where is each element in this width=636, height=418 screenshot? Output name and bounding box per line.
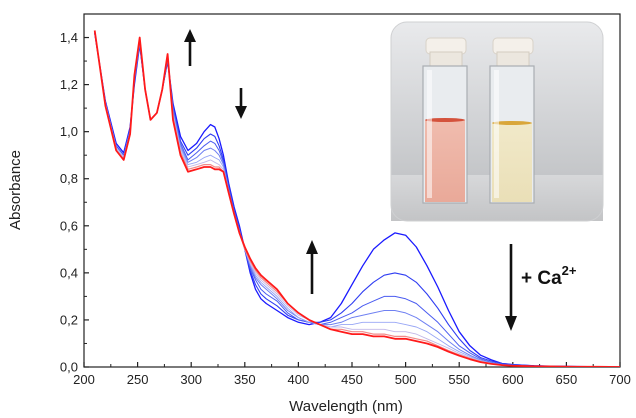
x-tick-label: 250 bbox=[127, 372, 149, 387]
arrow-up-icon bbox=[184, 29, 196, 66]
arrow-down-icon bbox=[505, 244, 517, 331]
x-tick-label: 350 bbox=[234, 372, 256, 387]
x-tick-label: 500 bbox=[395, 372, 417, 387]
y-tick-label: 1,2 bbox=[60, 77, 78, 92]
cuvette-yellow bbox=[489, 37, 535, 204]
spectra-series bbox=[93, 30, 620, 367]
y-tick-label: 0,2 bbox=[60, 312, 78, 327]
y-axis-title: Absorbance bbox=[7, 150, 24, 230]
x-axis-title: Wavelength (nm) bbox=[289, 398, 403, 415]
y-tick-label: 1,4 bbox=[60, 30, 78, 45]
x-tick-label: 450 bbox=[341, 372, 363, 387]
y-tick-label: 0,8 bbox=[60, 171, 78, 186]
x-tick-label: 700 bbox=[609, 372, 631, 387]
y-tick-label: 0,6 bbox=[60, 218, 78, 233]
x-tick-label: 650 bbox=[556, 372, 578, 387]
cuvette-pink bbox=[422, 37, 468, 204]
arrow-up-icon bbox=[306, 240, 318, 294]
x-axis-ticks: 200 250 300 350 400 450 500 550 600 650 700 bbox=[73, 362, 631, 387]
spectrum-line bbox=[93, 30, 620, 367]
x-tick-label: 600 bbox=[502, 372, 524, 387]
x-tick-label: 300 bbox=[180, 372, 202, 387]
cuvette-photo-inset bbox=[390, 21, 604, 222]
y-tick-label: 0,0 bbox=[60, 360, 78, 375]
calcium-annotation: + Ca2+ bbox=[521, 263, 577, 289]
x-tick-label: 200 bbox=[73, 372, 95, 387]
arrow-down-icon bbox=[235, 88, 247, 119]
y-tick-label: 0,4 bbox=[60, 265, 78, 280]
x-tick-label: 400 bbox=[288, 372, 310, 387]
y-tick-label: 1,0 bbox=[60, 124, 78, 139]
y-axis-ticks: 0,0 0,2 0,4 0,6 0,8 1,0 1,2 1,4 bbox=[60, 30, 89, 375]
x-tick-label: 550 bbox=[448, 372, 470, 387]
